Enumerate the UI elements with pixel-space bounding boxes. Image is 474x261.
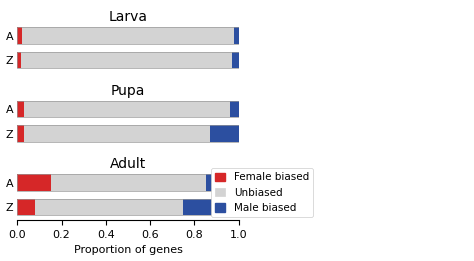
Legend: Female biased, Unbiased, Male biased: Female biased, Unbiased, Male biased	[211, 168, 313, 217]
Bar	[18, 125, 239, 142]
Bar	[183, 199, 239, 215]
Bar	[206, 174, 239, 191]
Bar	[230, 101, 239, 117]
Bar	[18, 199, 239, 215]
Bar	[18, 52, 21, 68]
Bar	[234, 27, 239, 44]
Text: Adult: Adult	[110, 157, 146, 171]
Bar	[22, 27, 234, 44]
Bar	[18, 101, 24, 117]
X-axis label: Proportion of genes: Proportion of genes	[73, 245, 182, 256]
Bar	[18, 27, 239, 44]
Bar	[210, 125, 239, 142]
Bar	[18, 101, 239, 117]
Bar	[18, 125, 24, 142]
Bar	[232, 52, 239, 68]
Bar	[18, 174, 239, 191]
Bar	[18, 52, 239, 68]
Bar	[24, 101, 230, 117]
Bar	[21, 52, 232, 68]
Bar	[51, 174, 206, 191]
Bar	[18, 174, 51, 191]
Bar	[24, 125, 210, 142]
Text: Larva: Larva	[109, 10, 147, 24]
Bar	[18, 27, 22, 44]
Text: Pupa: Pupa	[111, 84, 145, 98]
Bar	[35, 199, 183, 215]
Bar	[18, 199, 35, 215]
